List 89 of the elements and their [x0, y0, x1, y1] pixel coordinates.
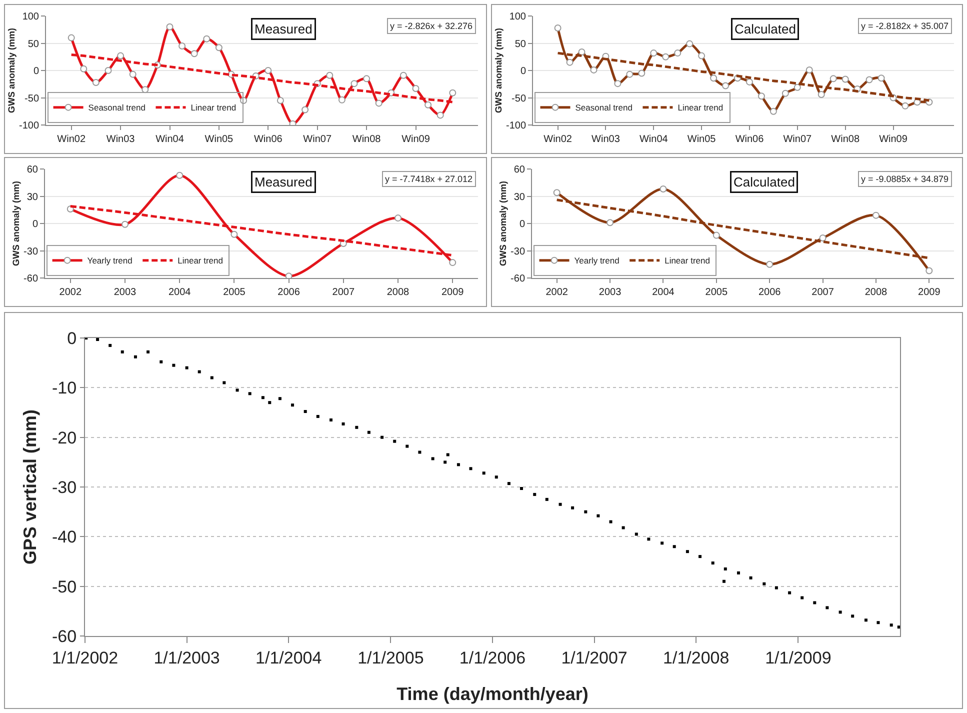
annotation: Calculated [734, 22, 796, 36]
y-axis-title: GWS anomaly (mm) [498, 180, 508, 266]
x-tick-label: Win04 [639, 134, 668, 145]
legend-label: Yearly trend [87, 256, 133, 266]
x-tick-label: 2005 [705, 287, 728, 298]
y-tick-label: 0 [33, 66, 40, 77]
x-tick-label: 2009 [441, 287, 464, 298]
x-tick-label: 2008 [386, 287, 410, 298]
y-tick-label: 50 [514, 38, 526, 50]
x-tick-label: Win02 [57, 134, 86, 145]
legend-label: Linear trend [190, 102, 236, 113]
x-tick-label: 2006 [278, 287, 300, 298]
x-tick-label: 1/1/2003 [154, 648, 220, 668]
x-tick-label: Win08 [831, 134, 860, 145]
legend-label: Seasonal trend [575, 102, 633, 113]
annotation: Measured [254, 174, 312, 190]
x-tick-label: 1/1/2006 [459, 648, 526, 668]
x-axis-title: Time (day/month/year) [396, 684, 588, 704]
annotation: y = -9.0885x + 34.879 [861, 174, 949, 184]
x-tick-label: 2007 [812, 287, 834, 298]
x-tick-label: Win02 [544, 134, 572, 145]
x-tick-label: 2004 [168, 287, 192, 298]
x-tick-label: 1/1/2009 [765, 648, 832, 668]
y-axis-title: GWS anomaly (mm) [10, 180, 21, 266]
x-tick-label: Win05 [687, 134, 716, 145]
y-axis-title: GWS anomaly (mm) [6, 28, 16, 114]
x-tick-label: 2005 [223, 287, 246, 298]
x-tick-label: Win08 [352, 134, 382, 145]
x-tick-label: 2006 [758, 287, 782, 298]
y-tick-label: -20 [52, 428, 77, 448]
legend-label: Yearly trend [574, 256, 620, 266]
x-tick-label: 2003 [114, 287, 137, 298]
y-axis-title: GPS vertical (mm) [20, 409, 40, 565]
x-tick-label: 1/1/2002 [52, 648, 118, 668]
y-tick-label: -30 [52, 478, 77, 497]
y-tick-label: -60 [52, 626, 77, 646]
y-tick-label: -100 [18, 120, 40, 132]
x-tick-label: 2008 [864, 287, 888, 298]
y-axis-title: GWS anomaly (mm) [493, 28, 504, 114]
annotation: Measured [254, 22, 312, 36]
x-tick-label: 2004 [652, 287, 675, 298]
x-tick-label: 1/1/2005 [358, 648, 424, 668]
y-tick-label: -10 [52, 378, 77, 398]
y-tick-label: 30 [26, 192, 38, 203]
x-tick-label: 2007 [332, 287, 355, 298]
legend-label: Linear trend [678, 102, 724, 113]
y-tick-label: -100 [506, 120, 526, 132]
y-tick-label: -50 [512, 93, 526, 104]
y-tick-label: 0 [520, 66, 526, 77]
legend-label: Linear trend [178, 256, 224, 266]
x-tick-label: Win06 [254, 134, 283, 145]
x-tick-label: 1/1/2004 [256, 648, 322, 668]
y-tick-label: -60 [510, 274, 526, 284]
y-tick-label: -60 [24, 274, 38, 284]
x-tick-label: 2003 [598, 287, 622, 298]
y-tick-label: 0 [67, 328, 77, 348]
x-tick-label: 2009 [918, 287, 941, 298]
y-tick-label: 60 [26, 164, 38, 176]
x-tick-label: 1/1/2008 [663, 648, 730, 668]
y-tick-label: 30 [514, 192, 526, 203]
y-tick-label: 0 [519, 219, 526, 230]
x-tick-label: 1/1/2007 [561, 648, 628, 668]
x-tick-label: Win05 [204, 134, 234, 145]
annotation: y = -2.826x + 32.276 [390, 21, 473, 31]
x-tick-label: 2002 [59, 287, 82, 298]
legend-label: Linear trend [664, 256, 710, 266]
x-tick-label: Win03 [106, 134, 136, 145]
legend-label: Seasonal trend [88, 102, 146, 113]
x-tick-label: Win07 [303, 134, 332, 145]
y-tick-label: -40 [52, 528, 77, 547]
x-tick-label: Win06 [735, 134, 764, 145]
y-tick-label: -50 [24, 93, 40, 104]
x-tick-label: Win09 [402, 134, 430, 145]
x-tick-label: Win03 [592, 134, 620, 145]
y-tick-label: 50 [28, 38, 40, 50]
annotation: y = -2.8182x + 35.007 [861, 21, 949, 31]
y-tick-label: 60 [514, 164, 526, 176]
y-tick-label: -30 [24, 246, 38, 258]
y-tick-label: 100 [509, 12, 526, 22]
y-tick-label: 100 [22, 12, 40, 22]
annotation: y = -7.7418x + 27.012 [385, 174, 473, 184]
y-tick-label: -30 [510, 246, 526, 258]
x-tick-label: Win09 [879, 134, 908, 145]
x-tick-label: Win04 [156, 134, 184, 145]
x-tick-label: Win07 [783, 134, 812, 145]
x-tick-label: 2002 [546, 287, 568, 298]
y-tick-label: 0 [32, 219, 38, 230]
y-tick-label: -50 [52, 577, 77, 596]
annotation: Calculated [734, 174, 795, 190]
